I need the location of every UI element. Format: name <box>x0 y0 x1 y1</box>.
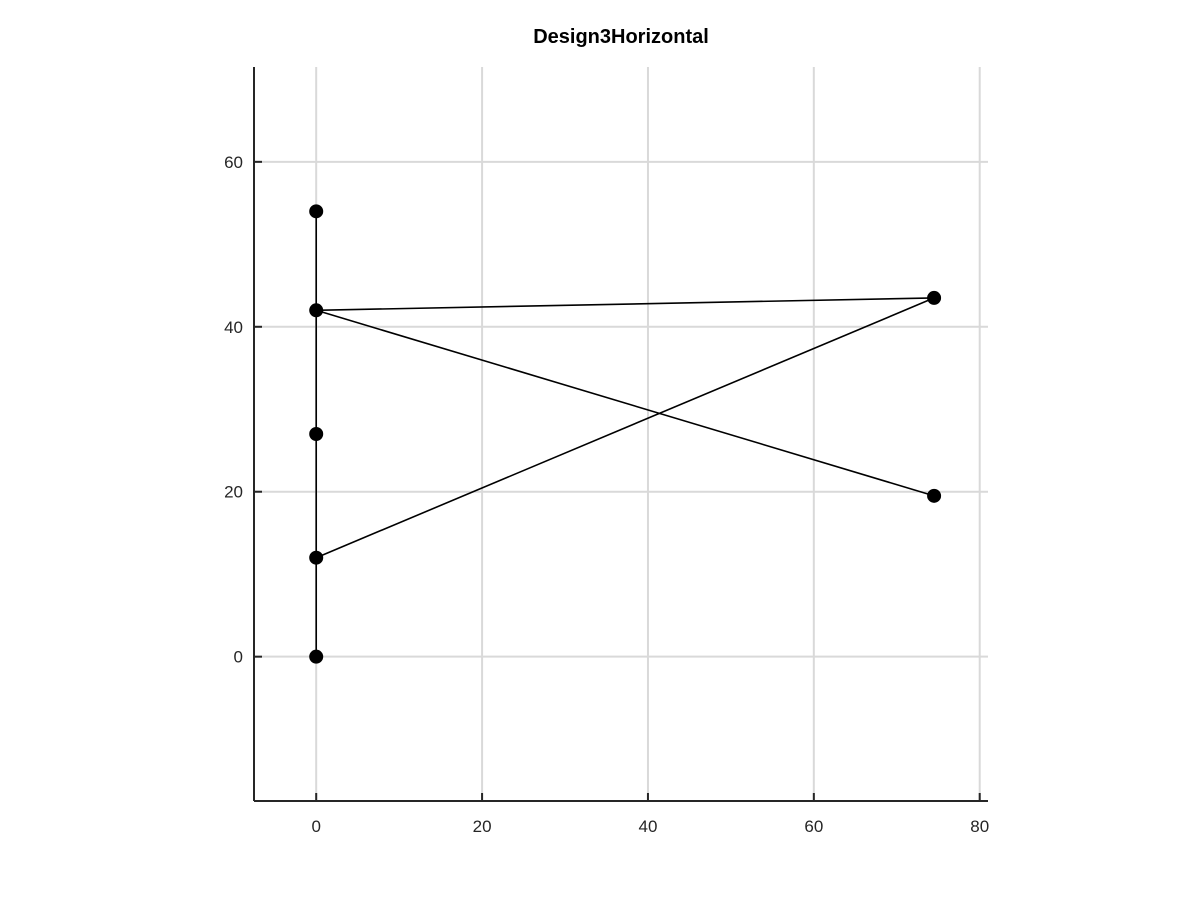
series-segment <box>315 297 935 559</box>
axes <box>253 67 988 802</box>
y-tick-label: 40 <box>224 318 243 337</box>
y-tick-labels: 0 20 40 60 <box>224 153 243 667</box>
data-point <box>927 290 942 305</box>
data-point <box>309 649 324 664</box>
data-point <box>309 427 324 441</box>
x-tick-label: 20 <box>473 817 492 836</box>
data-point <box>927 488 942 503</box>
data-point <box>309 303 324 318</box>
y-tick-label: 60 <box>224 153 243 172</box>
tick-marks <box>254 160 981 801</box>
y-tick-label: 0 <box>234 648 243 667</box>
x-tick-label: 0 <box>311 817 320 836</box>
y-tick-label: 20 <box>224 483 243 502</box>
grid-lines <box>254 67 988 801</box>
x-tick-label: 80 <box>970 817 989 836</box>
x-tick-labels: 0 20 40 60 80 <box>311 817 989 836</box>
series-segment <box>315 309 935 497</box>
series-segment <box>316 297 935 312</box>
chart-title: Design3Horizontal <box>533 26 709 48</box>
data-point <box>309 204 324 219</box>
x-tick-label: 60 <box>804 817 823 836</box>
series-points <box>309 204 942 664</box>
data-point <box>309 550 324 565</box>
x-tick-label: 40 <box>638 817 657 836</box>
